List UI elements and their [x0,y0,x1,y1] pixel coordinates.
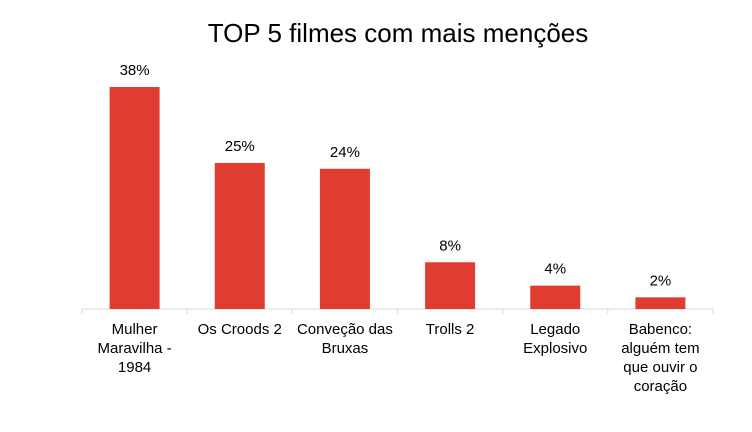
data-label: 24% [330,144,360,161]
chart-title: TOP 5 filmes com mais menções [207,18,589,48]
data-label: 2% [650,272,672,289]
x-tick-label: Legado Explosivo [523,321,588,357]
bar [109,87,160,309]
bar [319,168,370,309]
x-tick-label: Mulher Maravilha - 1984 [97,321,172,376]
x-tick-label: Babenco: alguém tem que ouvir o coração [621,321,700,395]
x-tick-label: Os Croods 2 [197,321,282,338]
x-tick-label: Conveção das Bruxas [296,321,393,357]
bar [214,162,265,309]
bar [425,262,476,309]
x-tick-label: Trolls 2 [425,321,475,338]
bar [635,297,686,309]
bar [530,285,581,309]
data-label: 4% [544,261,566,278]
data-label: 25% [225,138,255,155]
data-label: 8% [439,237,461,254]
data-label: 38% [120,62,150,79]
